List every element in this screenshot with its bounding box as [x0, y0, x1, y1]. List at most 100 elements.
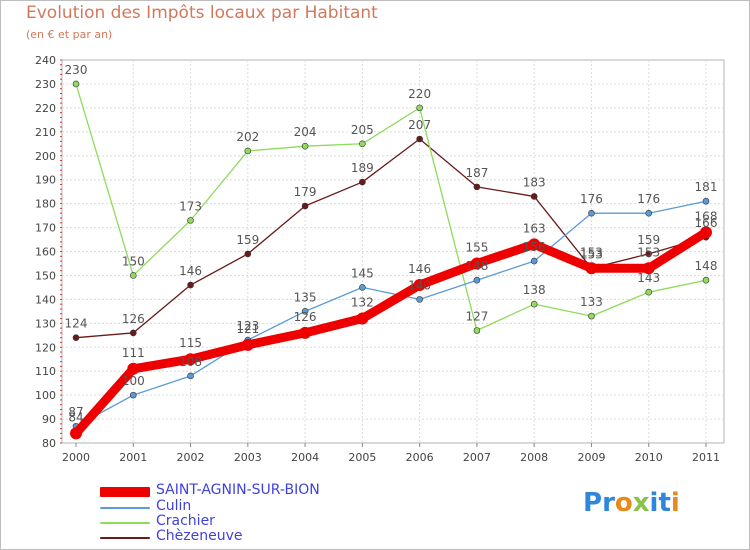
y-tick-label: 160: [35, 246, 56, 259]
data-label: 140: [408, 278, 431, 292]
x-tick-label: 2011: [692, 451, 720, 464]
data-label: 207: [408, 118, 431, 132]
y-tick-label: 100: [35, 389, 56, 402]
data-point: [416, 296, 423, 303]
legend-swatch: [100, 487, 150, 497]
data-label: 159: [637, 233, 660, 247]
legend-swatch: [100, 537, 150, 539]
x-tick-label: 2002: [177, 451, 205, 464]
data-label: 126: [294, 310, 317, 324]
y-tick-label: 140: [35, 293, 56, 306]
data-label: 179: [294, 185, 317, 199]
data-label: 138: [523, 283, 546, 297]
data-point: [588, 312, 595, 320]
data-label: 145: [351, 266, 374, 280]
data-label: 148: [695, 259, 718, 273]
data-label: 230: [65, 63, 88, 77]
legend-item-chezeneuve: Chèzeneuve: [100, 528, 460, 546]
data-point: [473, 327, 481, 334]
legend-item-culin: Culin: [100, 498, 460, 516]
data-label: 189: [351, 161, 374, 175]
data-label: 205: [351, 123, 374, 137]
legend-label: Crachier: [156, 513, 215, 529]
data-point: [416, 135, 423, 143]
y-tick-label: 230: [35, 78, 56, 91]
data-point: [359, 284, 366, 291]
data-label: 87: [68, 405, 83, 419]
y-tick-label: 110: [35, 365, 56, 378]
series-line-0: [71, 227, 711, 438]
data-point: [473, 183, 481, 191]
data-label: 121: [236, 322, 259, 336]
data-label: 183: [523, 175, 546, 189]
data-point: [301, 142, 309, 150]
data-label: 143: [637, 271, 660, 285]
data-label: 173: [179, 199, 202, 213]
data-label: 155: [465, 240, 488, 254]
x-tick-label: 2000: [62, 451, 90, 464]
data-label: 187: [465, 166, 488, 180]
x-tick-label: 2009: [577, 451, 605, 464]
data-point: [645, 288, 653, 296]
x-tick-label: 2007: [463, 451, 491, 464]
data-point: [244, 250, 252, 258]
series-line-2: [75, 83, 707, 332]
data-label: 176: [580, 192, 603, 206]
data-label: 100: [122, 374, 145, 388]
data-point: [184, 353, 197, 366]
x-tick-label: 2003: [234, 451, 262, 464]
data-label: 163: [523, 221, 546, 235]
legend-label: Culin: [156, 498, 192, 514]
x-tick-label: 2004: [291, 451, 319, 464]
data-label: 126: [122, 312, 145, 326]
y-tick-label: 90: [42, 413, 56, 426]
data-label: 153: [580, 245, 603, 259]
y-tick-label: 200: [35, 150, 56, 163]
data-point: [301, 202, 309, 210]
data-point: [70, 427, 82, 440]
data-point: [530, 257, 538, 265]
data-label: 181: [695, 180, 718, 194]
y-tick-label: 120: [35, 341, 56, 354]
data-label: 146: [408, 262, 431, 276]
data-point: [585, 262, 598, 275]
proxiti-logo: Proxiti: [583, 488, 680, 518]
data-point: [528, 238, 541, 251]
series-line-1: [75, 200, 707, 427]
data-label: 176: [637, 192, 660, 206]
data-point: [241, 338, 254, 351]
y-tick-label: 220: [35, 102, 56, 115]
data-point: [187, 372, 194, 380]
x-tick-label: 2005: [348, 451, 376, 464]
y-tick-label: 150: [35, 269, 56, 282]
data-point: [530, 193, 538, 200]
data-label: 153: [580, 247, 603, 261]
y-tick-label: 80: [42, 437, 56, 450]
data-point: [645, 250, 653, 258]
data-point: [645, 209, 653, 217]
x-tick-label: 2008: [520, 451, 548, 464]
y-tick-label: 180: [35, 198, 56, 211]
data-point: [127, 362, 140, 375]
data-point: [299, 326, 312, 339]
y-tick-label: 190: [35, 174, 56, 187]
data-label: 150: [122, 254, 145, 268]
legend-label: SAINT-AGNIN-SUR-BION: [156, 482, 320, 498]
chart-subtitle: (en € et par an): [26, 28, 113, 41]
data-label: 168: [695, 209, 718, 223]
data-label: 132: [351, 296, 374, 310]
data-label: 133: [580, 295, 603, 309]
data-label: 115: [179, 336, 202, 350]
data-label: 204: [294, 125, 317, 139]
data-point: [187, 217, 194, 224]
data-label: 156: [523, 240, 546, 254]
data-label: 84: [68, 410, 83, 424]
data-label: 146: [179, 264, 202, 278]
data-point: [301, 308, 309, 315]
y-tick-label: 170: [35, 222, 56, 235]
data-point: [642, 262, 655, 275]
legend-item-crachier: Crachier: [100, 513, 460, 531]
data-point: [129, 272, 137, 279]
data-point: [356, 312, 369, 325]
